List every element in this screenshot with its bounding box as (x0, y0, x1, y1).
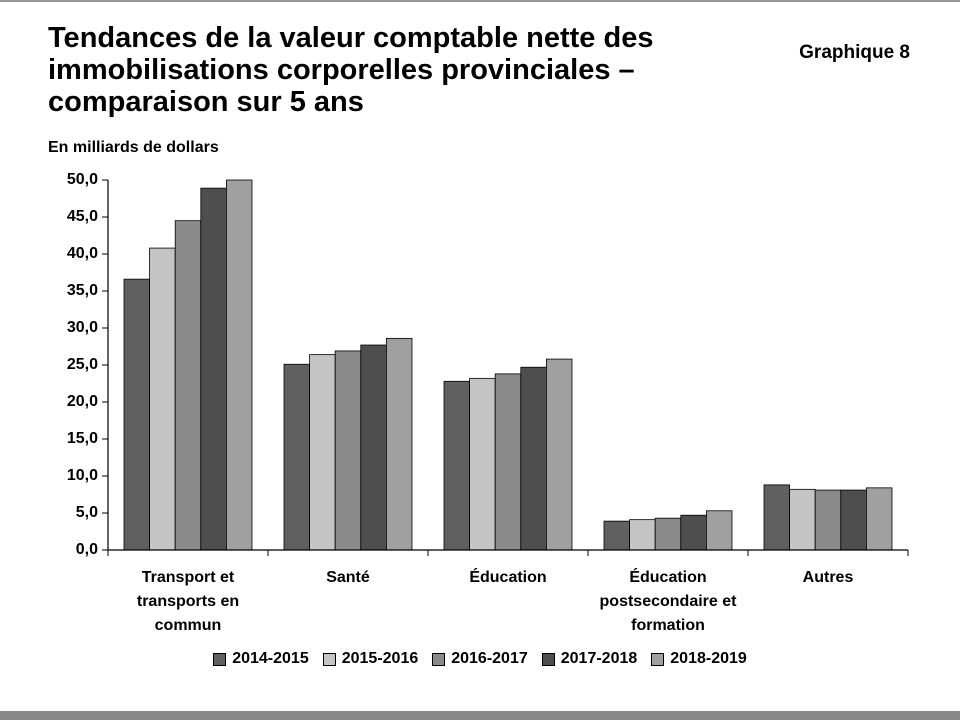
bar (309, 354, 336, 551)
bar (603, 520, 631, 551)
bar (789, 488, 816, 551)
bar (123, 278, 151, 551)
bar (174, 220, 202, 551)
bar (814, 489, 842, 551)
bar (520, 366, 547, 551)
y-tick-label: 45,0 (66, 208, 98, 225)
legend-swatch (432, 652, 446, 666)
legend: 2014-2015 2015-2016 2016-2017 2017-2018 2018… (0, 650, 960, 668)
y-tick-label: 35,0 (66, 282, 98, 299)
legend-label: 2014-2015 (232, 650, 309, 667)
bar (706, 510, 733, 551)
y-tick-label: 30,0 (66, 319, 98, 336)
legend-item: 2018-2019 (651, 650, 747, 668)
x-tick-label: Santé (326, 569, 370, 586)
legend-swatch (651, 652, 665, 666)
bar (283, 363, 311, 551)
legend-label: 2017-2018 (560, 650, 638, 667)
legend-label: 2016-2017 (451, 650, 528, 667)
bar (866, 487, 893, 551)
bar (360, 344, 387, 551)
bar (629, 519, 656, 551)
chart-number: Graphique 8 (799, 42, 910, 63)
y-tick-label: 40,0 (66, 245, 98, 262)
legend-item: 2016-2017 (432, 650, 528, 668)
legend-label: 2015-2016 (341, 650, 419, 667)
legend-swatch (213, 652, 227, 666)
y-tick-label: 15,0 (66, 430, 98, 447)
bar (654, 517, 682, 551)
bar (334, 350, 362, 551)
bar (469, 377, 496, 551)
x-tick-label: Autres (802, 569, 854, 586)
bar (840, 489, 867, 551)
legend-item: 2017-2018 (541, 650, 638, 668)
bar (546, 358, 573, 551)
bar (494, 373, 522, 551)
legend-swatch (322, 652, 336, 666)
x-tick-label: Éducation (469, 569, 547, 586)
bar (680, 514, 707, 551)
x-tick-label: Transport et transports en commun (136, 569, 240, 634)
bar (225, 179, 253, 551)
y-tick-label: 25,0 (66, 356, 98, 373)
bar (443, 380, 471, 551)
legend-item: 2015-2016 (322, 650, 419, 668)
y-tick-label: 20,0 (66, 393, 98, 410)
bar (763, 484, 791, 551)
y-tick-label: 50,0 (66, 171, 98, 188)
y-tick-label: 0,0 (75, 541, 98, 558)
y-tick-label: 5,0 (75, 504, 98, 521)
legend-label: 2018-2019 (670, 650, 747, 667)
y-tick-label: 10,0 (66, 467, 98, 484)
legend-item: 2014-2015 (213, 650, 309, 668)
chart-title: Tendances de la valeur comptable nette d… (48, 22, 654, 118)
bottom-border (0, 711, 960, 720)
x-tick-label: Éducation postsecondaire et formation (599, 569, 737, 634)
legend-swatch (541, 652, 555, 666)
y-axis-label: En milliards de dollars (48, 139, 219, 156)
bar (385, 337, 413, 551)
bar (149, 247, 176, 551)
bar (200, 187, 227, 551)
